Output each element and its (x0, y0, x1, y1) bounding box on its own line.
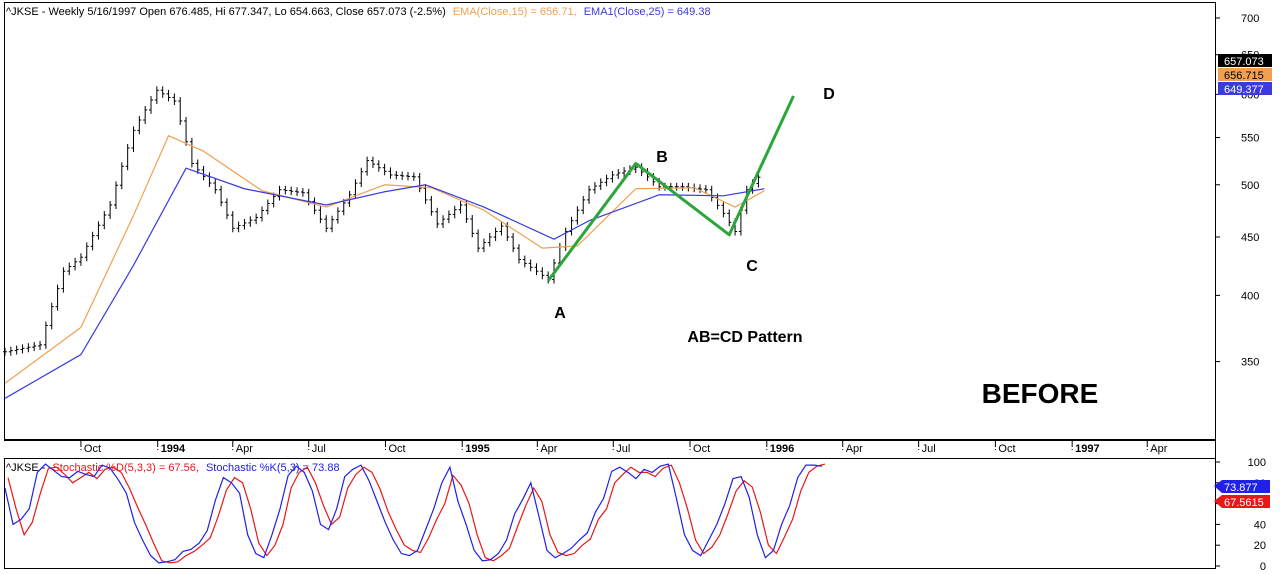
svg-text:649.377: 649.377 (1224, 84, 1264, 96)
svg-text:67.5615: 67.5615 (1224, 497, 1264, 509)
stoch-d-legend: Stochastic %D(5,3,3) = 67.56, (52, 462, 198, 474)
before-label: BEFORE (982, 378, 1099, 409)
point-a-label: A (554, 305, 566, 322)
price-panel-frame (4, 2, 1216, 440)
x-tick-label: Jul (312, 443, 326, 455)
x-tick-label: Apr (846, 443, 863, 455)
x-tick-label: 1997 (1075, 443, 1099, 455)
point-c-label: C (746, 258, 758, 275)
svg-text:73.877: 73.877 (1224, 482, 1258, 494)
stoch-k-legend: Stochastic %K(5,3) = 73.88 (206, 462, 340, 474)
x-tick-label: 1995 (465, 443, 489, 455)
price-y-tick-label: 350 (1241, 357, 1259, 369)
stochastic-header-main: ^JKSE - (6, 462, 46, 474)
stochastic-y-axis: 020406080100 (1215, 457, 1266, 573)
x-tick-label: Oct (998, 443, 1015, 455)
stoch-k-line (4, 463, 823, 564)
price-header-main: ^JKSE - Weekly 5/16/1997 Open 676.485, H… (6, 6, 446, 18)
x-tick-label: Apr (236, 443, 253, 455)
stochastic-y-tick-label: 40 (1254, 519, 1266, 531)
close-badge: 657.073 (1218, 54, 1272, 68)
price-y-tick-label: 500 (1241, 180, 1259, 192)
price-y-tick-label: 400 (1241, 290, 1259, 302)
pattern-label: AB=CD Pattern (687, 329, 802, 346)
ema15-badge: 656.715 (1218, 68, 1272, 82)
stochastic-header: ^JKSE - Stochastic %D(5,3,3) = 67.56, St… (6, 462, 340, 474)
price-y-tick-label: 450 (1241, 232, 1259, 244)
x-tick-label: Oct (388, 443, 405, 455)
price-header: ^JKSE - Weekly 5/16/1997 Open 676.485, H… (6, 6, 711, 18)
stochastic-series (4, 463, 826, 564)
abcd-pattern-line (546, 95, 795, 282)
stochastic-y-tick-label: 20 (1254, 540, 1266, 552)
stoch-d-line (7, 463, 826, 564)
x-tick-label: 1994 (161, 443, 186, 455)
stochastic-y-tick-label: 0 (1260, 561, 1266, 573)
price-y-axis: 350400450500550600650700 (1215, 13, 1259, 369)
svg-text:657.073: 657.073 (1224, 56, 1264, 68)
price-y-tick-label: 550 (1241, 133, 1259, 145)
x-tick-label: Jul (922, 443, 936, 455)
ema25-legend: EMA1(Close,25) = 649.38 (584, 6, 711, 18)
x-tick-label: Oct (84, 443, 101, 455)
point-d-label: D (823, 86, 835, 103)
x-tick-label: 1996 (770, 443, 794, 455)
x-tick-label: Apr (1150, 443, 1167, 455)
x-axis: Oct 1994 Apr Jul Oct 1995 Apr Jul Oct 1996 Apr Jul O… (80, 440, 1168, 455)
x-tick-label: Oct (693, 443, 710, 455)
ema15-legend: EMA(Close,15) = 656.71, (453, 6, 577, 18)
x-tick-label: Jul (616, 443, 630, 455)
x-tick-label: Apr (540, 443, 557, 455)
price-series (3, 86, 795, 399)
stoch-k-badge: 73.877 (1214, 480, 1270, 494)
stoch-d-badge: 67.5615 (1214, 495, 1270, 509)
price-y-tick-label: 700 (1241, 13, 1259, 25)
stochastic-y-tick-label: 100 (1248, 457, 1266, 469)
ema25-badge: 649.377 (1218, 82, 1272, 96)
ema15-line (4, 135, 765, 384)
point-b-label: B (656, 149, 668, 166)
svg-text:656.715: 656.715 (1224, 70, 1264, 82)
ema25-line (4, 167, 765, 399)
